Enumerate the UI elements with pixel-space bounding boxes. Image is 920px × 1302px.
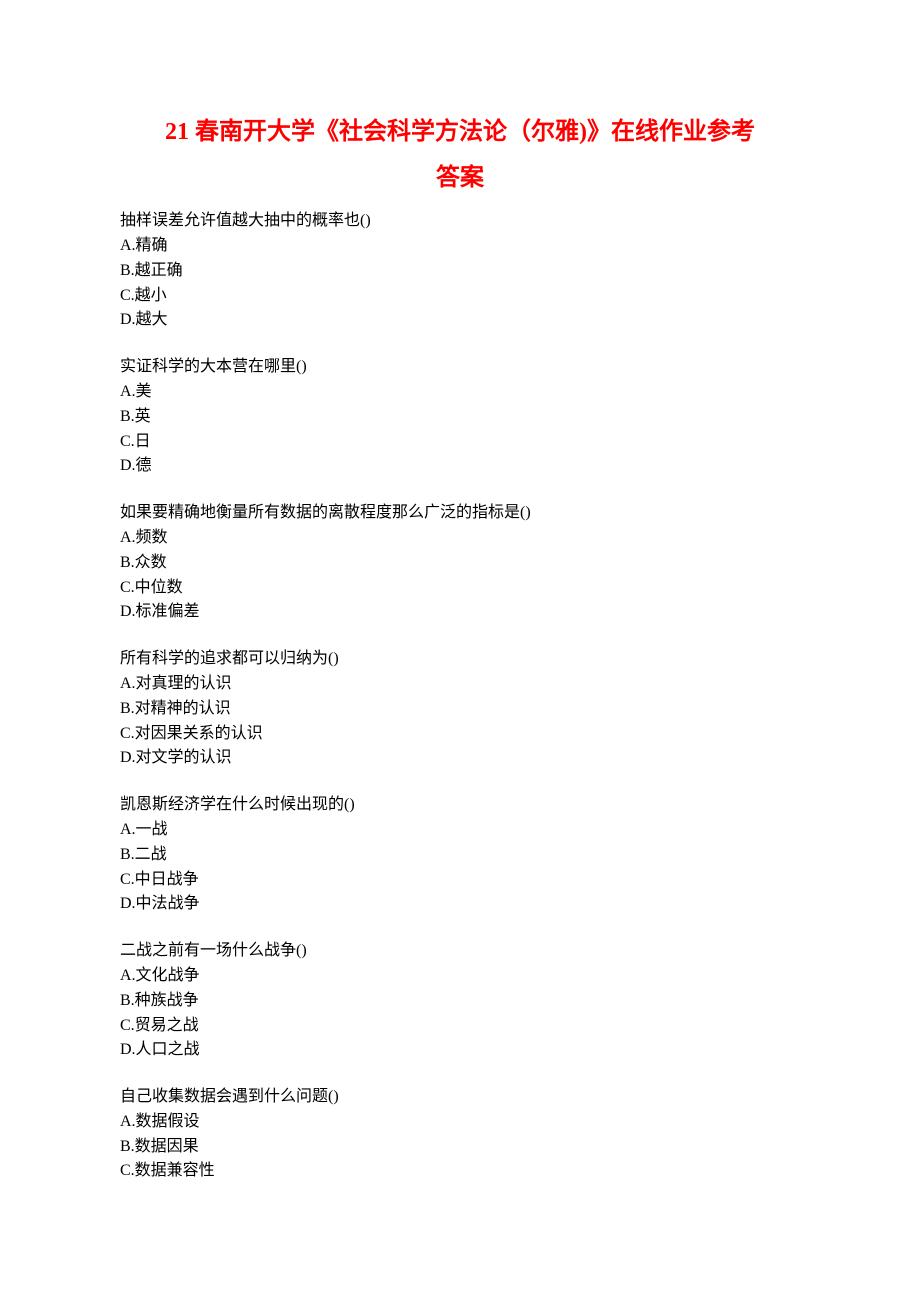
option-b: B.数据因果 [120, 1135, 800, 1160]
question-stem: 抽样误差允许值越大抽中的概率也() [120, 209, 800, 234]
question-2: 实证科学的大本营在哪里() A.美 B.英 C.日 D.德 [120, 355, 800, 479]
option-a: A.一战 [120, 818, 800, 843]
question-stem: 如果要精确地衡量所有数据的离散程度那么广泛的指标是() [120, 501, 800, 526]
option-c: C.贸易之战 [120, 1014, 800, 1039]
option-b: B.二战 [120, 843, 800, 868]
question-4: 所有科学的追求都可以归纳为() A.对真理的认识 B.对精神的认识 C.对因果关… [120, 647, 800, 771]
question-3: 如果要精确地衡量所有数据的离散程度那么广泛的指标是() A.频数 B.众数 C.… [120, 501, 800, 625]
question-stem: 二战之前有一场什么战争() [120, 939, 800, 964]
question-stem: 所有科学的追求都可以归纳为() [120, 647, 800, 672]
option-d: D.标准偏差 [120, 600, 800, 625]
option-c: C.中位数 [120, 576, 800, 601]
question-7: 自己收集数据会遇到什么问题() A.数据假设 B.数据因果 C.数据兼容性 [120, 1085, 800, 1184]
option-b: B.越正确 [120, 259, 800, 284]
title-line-1: 21 春南开大学《社会科学方法论（尔雅)》在线作业参考 [120, 110, 800, 156]
option-c: C.日 [120, 430, 800, 455]
option-c: C.中日战争 [120, 868, 800, 893]
option-b: B.众数 [120, 551, 800, 576]
option-a: A.美 [120, 380, 800, 405]
option-a: A.对真理的认识 [120, 672, 800, 697]
option-b: B.种族战争 [120, 989, 800, 1014]
option-b: B.对精神的认识 [120, 697, 800, 722]
question-6: 二战之前有一场什么战争() A.文化战争 B.种族战争 C.贸易之战 D.人口之… [120, 939, 800, 1063]
option-d: D.人口之战 [120, 1038, 800, 1063]
option-a: A.文化战争 [120, 964, 800, 989]
document-page: 21 春南开大学《社会科学方法论（尔雅)》在线作业参考 答案 抽样误差允许值越大… [0, 0, 920, 1302]
option-a: A.精确 [120, 234, 800, 259]
option-a: A.数据假设 [120, 1110, 800, 1135]
question-stem: 实证科学的大本营在哪里() [120, 355, 800, 380]
option-c: C.数据兼容性 [120, 1159, 800, 1184]
question-1: 抽样误差允许值越大抽中的概率也() A.精确 B.越正确 C.越小 D.越大 [120, 209, 800, 333]
question-stem: 凯恩斯经济学在什么时候出现的() [120, 793, 800, 818]
title-line-2: 答案 [120, 156, 800, 202]
option-a: A.频数 [120, 526, 800, 551]
option-d: D.越大 [120, 308, 800, 333]
option-c: C.对因果关系的认识 [120, 722, 800, 747]
option-c: C.越小 [120, 284, 800, 309]
option-d: D.对文学的认识 [120, 746, 800, 771]
option-b: B.英 [120, 405, 800, 430]
question-5: 凯恩斯经济学在什么时候出现的() A.一战 B.二战 C.中日战争 D.中法战争 [120, 793, 800, 917]
document-title: 21 春南开大学《社会科学方法论（尔雅)》在线作业参考 答案 [120, 110, 800, 201]
option-d: D.中法战争 [120, 892, 800, 917]
option-d: D.德 [120, 454, 800, 479]
question-stem: 自己收集数据会遇到什么问题() [120, 1085, 800, 1110]
